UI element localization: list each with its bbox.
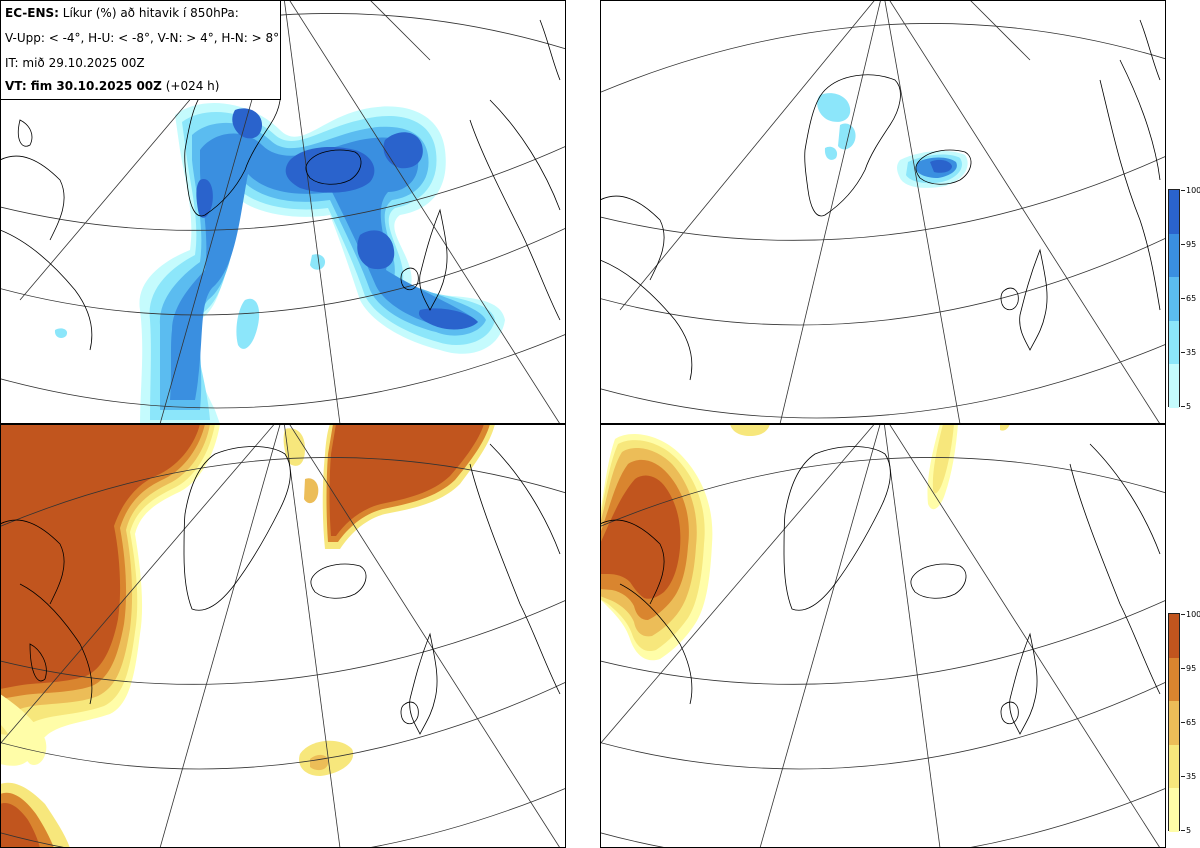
colorbar-tick [1181, 776, 1185, 777]
map-info-header: EC-ENS: Líkur (%) að hitavik í 850hPa: V… [0, 0, 281, 100]
colorbar-tick [1181, 830, 1185, 831]
model-label: EC-ENS: [5, 6, 59, 20]
colorbar-segment [1169, 320, 1179, 365]
map-panel-warm-moderate [0, 424, 566, 848]
coastlines [0, 443, 561, 735]
colorbar-segment [1169, 701, 1179, 745]
map-panel-warm-strong [600, 424, 1166, 848]
thresholds-text: V-Upp: < -4°, H-U: < -8°, V-N: > 4°, H-N… [5, 31, 280, 45]
colorbar-tick-label: 100 [1186, 186, 1200, 195]
colorbar-segment [1169, 190, 1179, 234]
title-line: EC-ENS: Líkur (%) að hitavik í 850hPa: [5, 6, 239, 20]
init-time-text: IT: mið 29.10.2025 00Z [5, 56, 145, 70]
map-canvas [0, 0, 566, 424]
colorbar-tick [1181, 614, 1185, 615]
colorbar-warm-bottom: 100 95 65 35 5 [1168, 611, 1200, 835]
colorbar-tick [1181, 352, 1185, 353]
colorbar-tick-label: 100 [1186, 610, 1200, 619]
colorbar-tick [1181, 244, 1185, 245]
colorbar-tick-label: 95 [1186, 240, 1197, 249]
colorbar-segment [1169, 788, 1179, 832]
map-panel-cold-moderate [0, 0, 566, 424]
colorbar-tick-label: 35 [1186, 772, 1197, 781]
colorbar-tick-label: 65 [1186, 718, 1197, 727]
valid-time-text: VT: fim 30.10.2025 00Z [5, 79, 162, 93]
colorbar-segment [1169, 614, 1179, 658]
graticule [600, 424, 1166, 848]
colorbar-tick-label: 5 [1186, 826, 1192, 835]
graticule [600, 0, 1166, 424]
graticule [0, 424, 566, 848]
coastlines [600, 19, 1161, 381]
valid-time-line: VT: fim 30.10.2025 00Z (+024 h) [5, 79, 219, 93]
colorbar-segment [1169, 657, 1179, 702]
colorbar-tick [1181, 190, 1185, 191]
colorbar-tick [1181, 406, 1185, 407]
colorbar-segment [1169, 364, 1179, 408]
title-text: Líkur (%) að hitavik í 850hPa: [62, 6, 239, 20]
map-canvas [600, 424, 1166, 848]
colorbar-cold-top: 100 95 65 35 5 [1168, 187, 1200, 411]
colorbar-segment [1169, 233, 1179, 278]
colorbar-tick-label: 65 [1186, 294, 1197, 303]
colorbar-tick-label: 35 [1186, 348, 1197, 357]
colorbar-tick [1181, 722, 1185, 723]
coastlines [0, 19, 561, 351]
map-canvas [600, 0, 1166, 424]
colorbar-segment [1169, 277, 1179, 321]
map-canvas [0, 424, 566, 848]
probability-shading [54, 103, 505, 424]
coastlines [600, 443, 1161, 735]
colorbar-tick [1181, 298, 1185, 299]
map-panel-cold-strong [600, 0, 1166, 424]
colorbar-segment [1169, 744, 1179, 789]
colorbar-tick-label: 5 [1186, 402, 1192, 411]
colorbar-tick-label: 95 [1186, 664, 1197, 673]
probability-shading [600, 424, 1010, 661]
colorbar-tick [1181, 668, 1185, 669]
lead-time-text: (+024 h) [165, 79, 220, 93]
probability-shading [817, 93, 968, 188]
